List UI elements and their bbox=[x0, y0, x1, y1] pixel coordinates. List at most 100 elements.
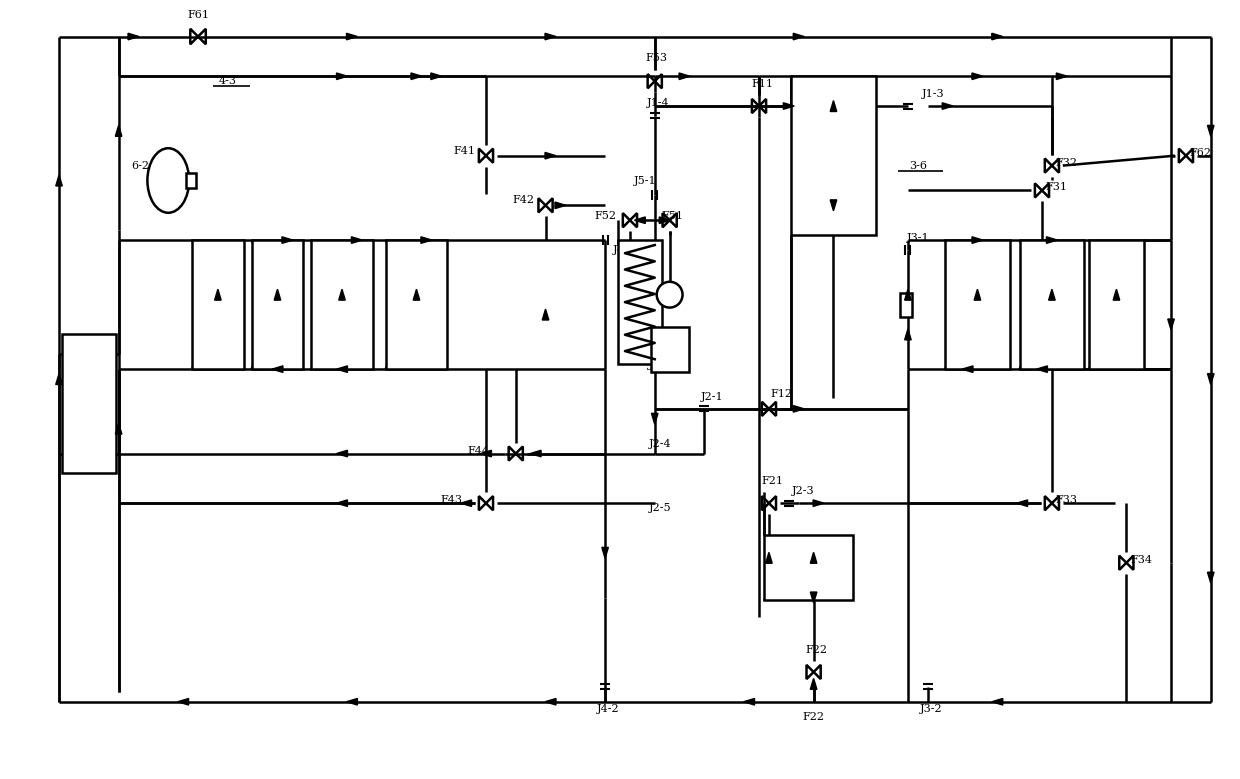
Bar bbox=[192, 240, 244, 369]
Polygon shape bbox=[905, 329, 911, 340]
Polygon shape bbox=[831, 200, 837, 211]
Polygon shape bbox=[56, 374, 62, 385]
Polygon shape bbox=[1047, 237, 1058, 243]
Bar bbox=[1019, 240, 1084, 369]
Polygon shape bbox=[336, 73, 347, 79]
Bar bbox=[62, 334, 117, 474]
Polygon shape bbox=[794, 33, 805, 40]
Polygon shape bbox=[274, 289, 280, 300]
Polygon shape bbox=[346, 699, 357, 705]
Polygon shape bbox=[336, 366, 347, 372]
Text: J3-2: J3-2 bbox=[919, 703, 942, 714]
Bar bbox=[945, 240, 1009, 369]
Polygon shape bbox=[972, 237, 983, 243]
Polygon shape bbox=[56, 175, 62, 186]
Text: F52: F52 bbox=[594, 211, 616, 221]
Text: F21: F21 bbox=[761, 476, 782, 486]
Text: F53: F53 bbox=[646, 54, 667, 63]
Polygon shape bbox=[992, 699, 1003, 705]
Polygon shape bbox=[556, 202, 565, 209]
Polygon shape bbox=[336, 500, 347, 506]
Text: J2-5: J2-5 bbox=[649, 503, 671, 513]
Polygon shape bbox=[1208, 573, 1214, 583]
Polygon shape bbox=[972, 73, 983, 79]
Text: F33: F33 bbox=[1055, 495, 1078, 506]
Polygon shape bbox=[546, 153, 556, 159]
Bar bbox=[1089, 240, 1143, 369]
Bar bbox=[900, 293, 911, 316]
Text: 3-6: 3-6 bbox=[909, 160, 926, 171]
Polygon shape bbox=[1208, 125, 1214, 136]
Polygon shape bbox=[1049, 289, 1055, 300]
Polygon shape bbox=[765, 552, 773, 563]
Bar bbox=[651, 327, 688, 372]
Text: F62: F62 bbox=[1190, 148, 1211, 157]
Text: 6-2: 6-2 bbox=[131, 160, 150, 171]
Polygon shape bbox=[339, 289, 345, 300]
Bar bbox=[618, 240, 662, 364]
Text: J4-2: J4-2 bbox=[596, 703, 620, 714]
Bar bbox=[791, 76, 875, 235]
Polygon shape bbox=[601, 548, 609, 559]
Polygon shape bbox=[784, 103, 795, 109]
Text: 6-3: 6-3 bbox=[1107, 300, 1126, 309]
Text: F22: F22 bbox=[802, 712, 825, 721]
Text: 3-2: 3-2 bbox=[1043, 300, 1061, 309]
Polygon shape bbox=[810, 679, 817, 689]
Polygon shape bbox=[420, 237, 432, 243]
Text: F32: F32 bbox=[1055, 157, 1078, 167]
Bar bbox=[252, 240, 304, 369]
Polygon shape bbox=[651, 414, 658, 425]
Text: 6-1: 6-1 bbox=[78, 397, 100, 411]
Polygon shape bbox=[810, 552, 817, 563]
Text: 4-1: 4-1 bbox=[334, 300, 351, 309]
Circle shape bbox=[657, 282, 682, 308]
Polygon shape bbox=[1208, 374, 1214, 385]
Polygon shape bbox=[660, 217, 670, 224]
Polygon shape bbox=[430, 73, 441, 79]
Bar bbox=[764, 535, 853, 600]
Polygon shape bbox=[794, 406, 805, 412]
Polygon shape bbox=[177, 699, 188, 705]
Text: F44: F44 bbox=[467, 446, 489, 456]
Polygon shape bbox=[975, 289, 981, 300]
Polygon shape bbox=[413, 289, 419, 300]
Polygon shape bbox=[1114, 289, 1120, 300]
Polygon shape bbox=[635, 217, 645, 224]
Polygon shape bbox=[962, 366, 973, 372]
Polygon shape bbox=[115, 423, 122, 434]
Text: 5-3: 5-3 bbox=[650, 297, 668, 307]
Text: 5-2: 5-2 bbox=[660, 343, 680, 356]
Polygon shape bbox=[281, 237, 293, 243]
Text: F61: F61 bbox=[187, 9, 210, 19]
Text: 2: 2 bbox=[804, 559, 815, 576]
Polygon shape bbox=[546, 33, 556, 40]
Polygon shape bbox=[546, 699, 556, 705]
Polygon shape bbox=[831, 100, 837, 111]
Text: J5-1: J5-1 bbox=[634, 177, 656, 186]
Text: F22: F22 bbox=[806, 645, 827, 655]
Polygon shape bbox=[992, 33, 1003, 40]
Polygon shape bbox=[744, 699, 754, 705]
Text: F41: F41 bbox=[453, 146, 475, 156]
Polygon shape bbox=[1168, 319, 1174, 330]
Polygon shape bbox=[272, 366, 283, 372]
Text: J2-3: J2-3 bbox=[792, 486, 815, 496]
Text: F42: F42 bbox=[512, 196, 534, 206]
Polygon shape bbox=[680, 73, 689, 79]
Text: 1: 1 bbox=[827, 146, 839, 164]
Polygon shape bbox=[531, 450, 541, 456]
Polygon shape bbox=[810, 592, 817, 603]
Polygon shape bbox=[460, 500, 471, 506]
Polygon shape bbox=[1017, 500, 1028, 506]
Text: F51: F51 bbox=[662, 211, 683, 221]
Polygon shape bbox=[813, 500, 825, 506]
Text: 5-1: 5-1 bbox=[646, 362, 663, 372]
Text: J3-1: J3-1 bbox=[906, 233, 929, 243]
Text: 5-4: 5-4 bbox=[208, 300, 227, 309]
Bar bbox=[386, 240, 448, 369]
Text: 4-3: 4-3 bbox=[218, 76, 237, 86]
Polygon shape bbox=[410, 73, 422, 79]
Text: J4-1: J4-1 bbox=[613, 245, 636, 255]
Text: J1-3: J1-3 bbox=[921, 89, 944, 99]
